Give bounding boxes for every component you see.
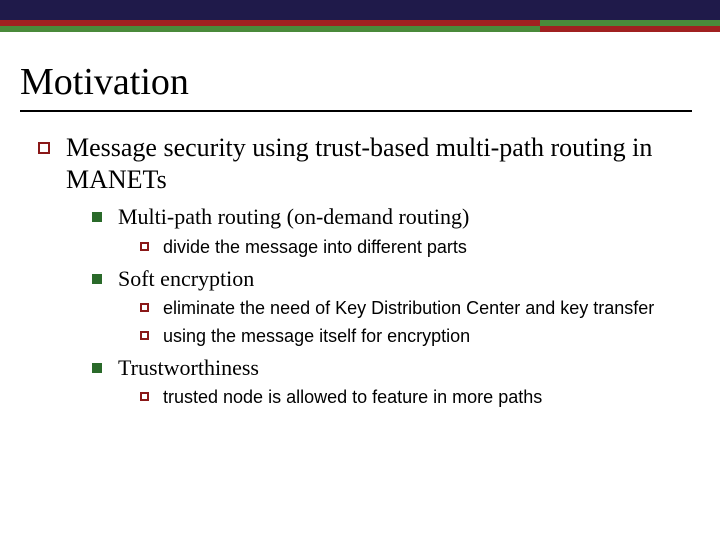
square-solid-icon — [92, 212, 102, 222]
square-open-sm-icon — [140, 331, 149, 340]
list-item-text: Trustworthiness — [118, 354, 259, 382]
list-item: Soft encryption — [92, 265, 688, 293]
list-item: using the message itself for encryption — [140, 325, 688, 348]
list-item-text: Soft encryption — [118, 265, 254, 293]
title-area: Motivation — [0, 32, 720, 118]
square-open-sm-icon — [140, 303, 149, 312]
list-item: divide the message into different parts — [140, 236, 688, 259]
list-item: Message security using trust-based multi… — [38, 132, 688, 195]
list-item-text: using the message itself for encryption — [163, 325, 470, 348]
slide-title: Motivation — [20, 60, 692, 104]
bar-dark — [0, 0, 720, 20]
list-item-text: Message security using trust-based multi… — [66, 132, 688, 195]
square-solid-icon — [92, 363, 102, 373]
list-item-text: eliminate the need of Key Distribution C… — [163, 297, 654, 320]
list-item-text: trusted node is allowed to feature in mo… — [163, 386, 542, 409]
list-item-text: Multi-path routing (on-demand routing) — [118, 203, 469, 231]
list-item-text: divide the message into different parts — [163, 236, 467, 259]
square-open-sm-icon — [140, 242, 149, 251]
top-decorative-bars — [0, 0, 720, 32]
list-item: eliminate the need of Key Distribution C… — [140, 297, 688, 320]
square-open-sm-icon — [140, 392, 149, 401]
slide: Motivation Message security using trust-… — [0, 0, 720, 540]
bar-green-left — [0, 26, 540, 32]
list-item: Trustworthiness — [92, 354, 688, 382]
square-open-icon — [38, 142, 50, 154]
title-underline — [20, 110, 692, 112]
bar-red-right — [540, 26, 720, 32]
slide-content: Message security using trust-based multi… — [0, 118, 720, 409]
list-item: Multi-path routing (on-demand routing) — [92, 203, 688, 231]
list-item: trusted node is allowed to feature in mo… — [140, 386, 688, 409]
bar-row-2 — [0, 26, 720, 32]
square-solid-icon — [92, 274, 102, 284]
